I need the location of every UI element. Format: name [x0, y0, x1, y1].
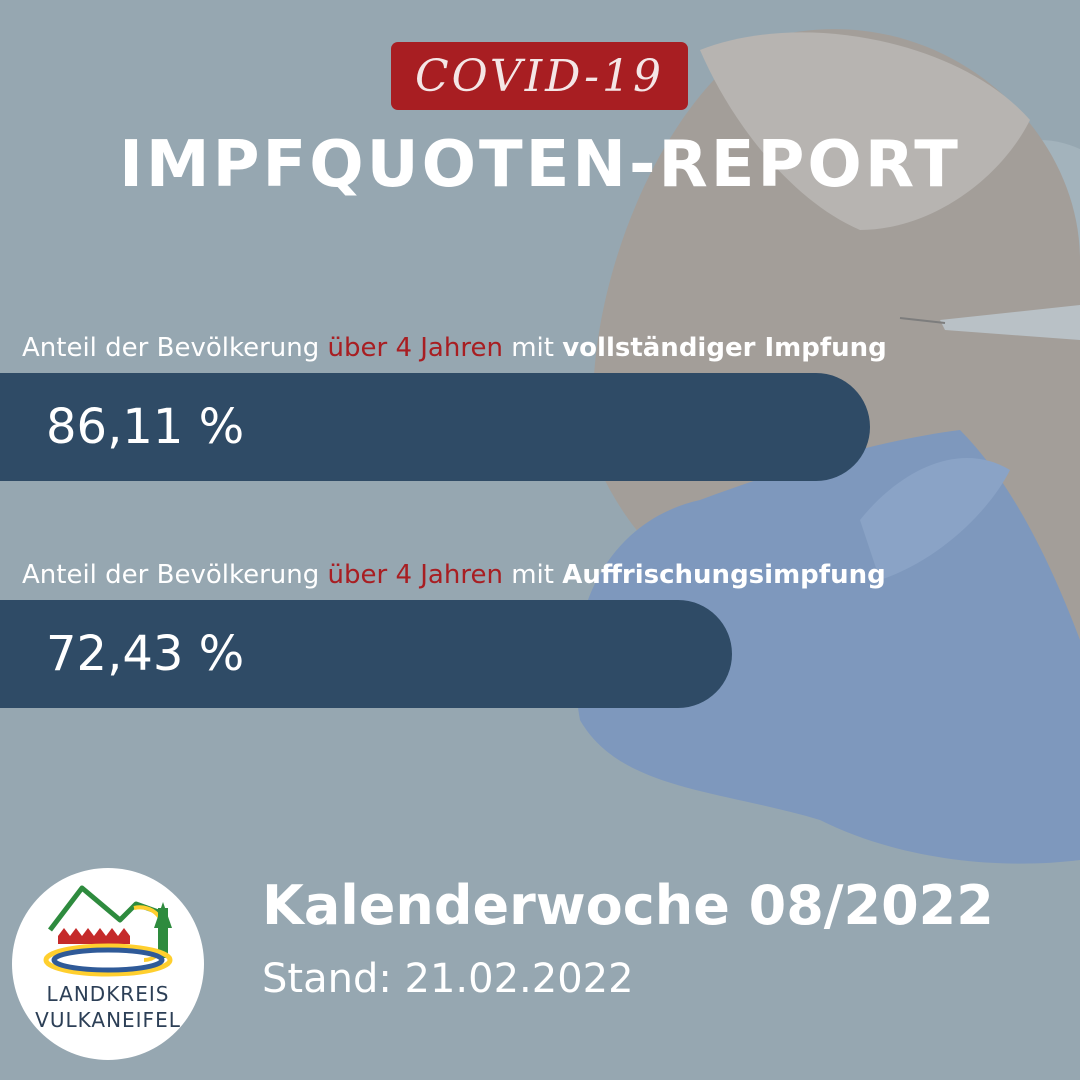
label-highlight: über 4 Jahren [327, 333, 503, 363]
stat-value: 86,11 % [46, 399, 245, 455]
status-date: Stand: 21.02.2022 [262, 956, 634, 1002]
logo-line1: LANDKREIS [46, 982, 170, 1006]
logo-line2: VULKANEIFEL [35, 1008, 181, 1032]
label-prefix: Anteil der Bevölkerung [22, 333, 328, 363]
label-bold: vollständiger Impfung [562, 333, 887, 363]
stat-label-full-vaccination: Anteil der Bevölkerung über 4 Jahren mit… [22, 333, 887, 363]
stat-bar-booster: 72,43 % [0, 600, 732, 708]
label-middle: mit [502, 333, 563, 363]
label-bold: Auffrischungsimpfung [562, 560, 886, 590]
landkreis-logo: LANDKREIS VULKANEIFEL [12, 868, 204, 1060]
calendar-week: Kalenderwoche 08/2022 [262, 874, 994, 937]
page-title: IMPFQUOTEN-REPORT [119, 128, 961, 202]
covid-badge: COVID-19 [391, 42, 688, 110]
stat-value: 72,43 % [46, 626, 245, 682]
label-highlight: über 4 Jahren [327, 560, 503, 590]
label-prefix: Anteil der Bevölkerung [22, 560, 328, 590]
landkreis-emblem-icon [43, 885, 173, 977]
covid-badge-text: COVID-19 [414, 50, 665, 102]
stat-label-booster: Anteil der Bevölkerung über 4 Jahren mit… [22, 560, 886, 590]
stat-bar-full-vaccination: 86,11 % [0, 373, 870, 481]
label-middle: mit [502, 560, 563, 590]
